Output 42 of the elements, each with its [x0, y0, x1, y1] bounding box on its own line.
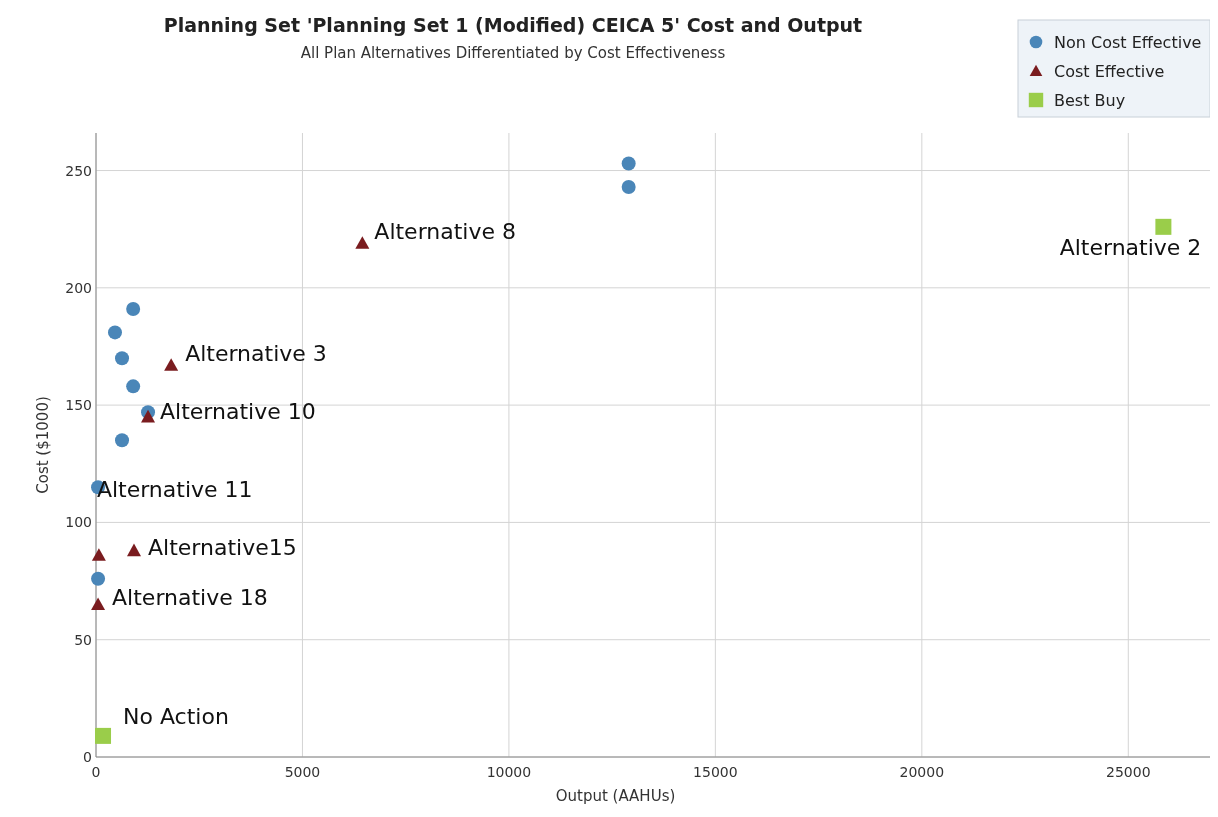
y-tick-label: 150	[65, 397, 92, 414]
y-axis-title: Cost ($1000)	[34, 396, 52, 494]
chart-subtitle: All Plan Alternatives Differentiated by Cost Effectiveness	[300, 44, 726, 62]
annotation: Alternative 10	[160, 398, 316, 424]
point	[91, 597, 106, 611]
x-tick-label: 20000	[899, 764, 945, 780]
point	[107, 325, 122, 340]
annotation: Alternative 8	[374, 219, 517, 245]
x-tick-label: 5000	[284, 764, 321, 780]
point	[95, 727, 112, 744]
point	[164, 358, 179, 371]
y-tick-label: 50	[74, 631, 92, 648]
y-tick-label: 100	[65, 514, 92, 531]
annotation: Alternative 3	[185, 341, 327, 367]
point	[621, 179, 636, 194]
point	[126, 379, 141, 394]
point	[1155, 218, 1172, 235]
annotation: Alternative 11	[96, 477, 253, 503]
legend-label: Non Cost Effective	[1054, 33, 1202, 52]
y-tick-label: 200	[65, 279, 92, 296]
point	[621, 156, 636, 171]
x-tick-label: 10000	[486, 764, 532, 780]
y-tick-label: 0	[83, 749, 92, 765]
point	[355, 236, 370, 249]
chart-title: Planning Set 'Planning Set 1 (Modified) CEICA 5' Cost and Output	[163, 14, 863, 36]
legend-label: Best Buy	[1054, 91, 1126, 110]
legend-label: Cost Effective	[1054, 62, 1165, 81]
point	[141, 409, 156, 423]
point	[126, 301, 141, 316]
point	[115, 351, 130, 366]
x-axis-title: Output (AAHUs)	[555, 787, 676, 805]
annotation: Alternative 18	[112, 584, 268, 610]
point	[115, 433, 130, 448]
point	[91, 571, 106, 586]
annotation: No Action	[123, 703, 229, 729]
point	[91, 548, 106, 561]
point	[126, 543, 141, 557]
annotation: Alternative15	[147, 534, 297, 560]
annotation: Alternative 2	[1059, 234, 1202, 260]
y-tick-label: 250	[65, 162, 92, 179]
x-tick-label: 25000	[1106, 764, 1151, 780]
x-tick-label: 15000	[693, 764, 738, 780]
